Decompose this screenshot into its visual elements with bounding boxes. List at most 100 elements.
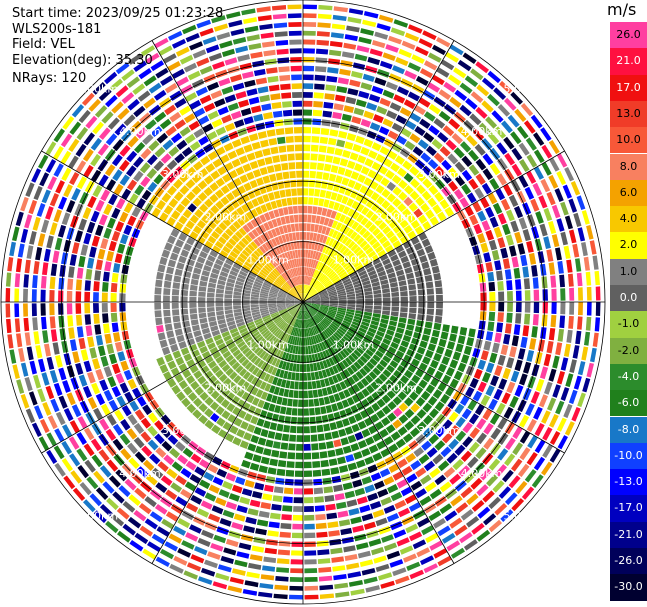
velocity-cell [120,274,128,284]
velocity-cell [390,311,399,317]
velocity-cell [277,265,284,274]
velocity-cell [520,103,534,117]
velocity-cell [408,502,422,512]
velocity-cell [410,258,420,266]
velocity-cell [303,74,314,81]
velocity-cell [361,321,370,327]
velocity-cell [303,319,305,329]
velocity-cell [193,107,206,118]
velocity-cell [260,361,268,371]
velocity-cell [292,277,297,286]
velocity-cell [319,274,327,283]
velocity-cell [153,160,165,172]
velocity-cell [294,300,303,302]
velocity-cell [374,297,382,302]
velocity-cell [404,266,413,274]
velocity-cell [187,70,201,81]
velocity-cell [394,332,403,340]
velocity-cell [448,425,460,436]
velocity-cell [324,93,335,101]
velocity-cell [328,58,341,65]
velocity-cell [147,541,161,552]
velocity-cell [539,366,549,380]
velocity-cell [314,224,319,233]
velocity-cell [504,152,516,166]
velocity-cell [325,256,332,265]
velocity-cell [184,133,196,144]
velocity-cell [210,204,220,215]
velocity-cell [305,328,309,337]
velocity-cell [312,316,319,324]
velocity-cell [314,344,320,353]
velocity-cell [310,305,319,310]
velocity-cell [379,253,389,262]
velocity-cell [377,270,387,277]
velocity-cell [146,168,158,179]
velocity-cell [453,147,465,159]
velocity-cell [421,190,432,201]
velocity-cell [330,192,338,201]
velocity-cell [428,52,442,63]
velocity-cell [595,286,601,301]
velocity-cell [112,491,125,504]
velocity-cell [356,391,365,401]
colorbar-level: 4.0 [610,206,647,233]
velocity-cell [311,305,320,309]
velocity-cell [272,376,279,386]
velocity-cell [551,302,557,314]
velocity-cell [303,223,307,231]
velocity-cell [425,384,436,394]
velocity-cell [399,107,412,117]
velocity-cell [329,336,336,345]
velocity-cell [83,499,96,513]
velocity-cell [361,206,370,216]
velocity-cell [122,523,136,536]
velocity-cell [185,166,197,177]
velocity-cell [320,459,329,468]
velocity-cell [98,174,109,187]
velocity-cell [393,19,409,28]
velocity-cell [329,538,342,546]
velocity-cell [317,549,330,556]
velocity-cell [256,322,265,329]
velocity-cell [350,443,360,452]
velocity-cell [417,308,426,315]
velocity-cell [279,531,291,538]
velocity-cell [208,52,223,62]
velocity-cell [295,267,299,276]
velocity-cell [334,493,345,501]
velocity-cell [378,165,389,175]
velocity-cell [417,517,430,528]
velocity-cell [581,210,590,225]
velocity-cell [123,339,132,350]
velocity-cell [85,325,93,337]
velocity-cell [336,139,346,148]
velocity-cell [253,283,262,289]
velocity-cell [78,109,91,124]
velocity-cell [155,447,167,458]
velocity-cell [259,410,268,419]
velocity-cell [404,494,417,505]
velocity-cell [279,274,287,283]
velocity-cell [439,146,451,157]
velocity-cell [336,286,345,291]
velocity-cell [344,426,354,435]
velocity-cell [390,491,403,502]
velocity-cell [551,288,557,301]
velocity-cell [72,351,80,364]
velocity-cell [234,259,244,267]
velocity-cell [547,397,557,411]
velocity-cell [278,66,290,73]
velocity-cell [285,407,292,416]
velocity-cell [322,235,328,244]
velocity-cell [287,242,292,251]
velocity-cell [429,488,442,500]
velocity-cell [313,197,319,206]
velocity-cell [267,430,276,439]
velocity-cell [311,304,320,308]
velocity-cell [352,479,363,488]
velocity-cell [279,321,287,330]
velocity-cell [224,162,234,172]
velocity-cell [465,386,475,398]
velocity-cell [494,126,507,139]
